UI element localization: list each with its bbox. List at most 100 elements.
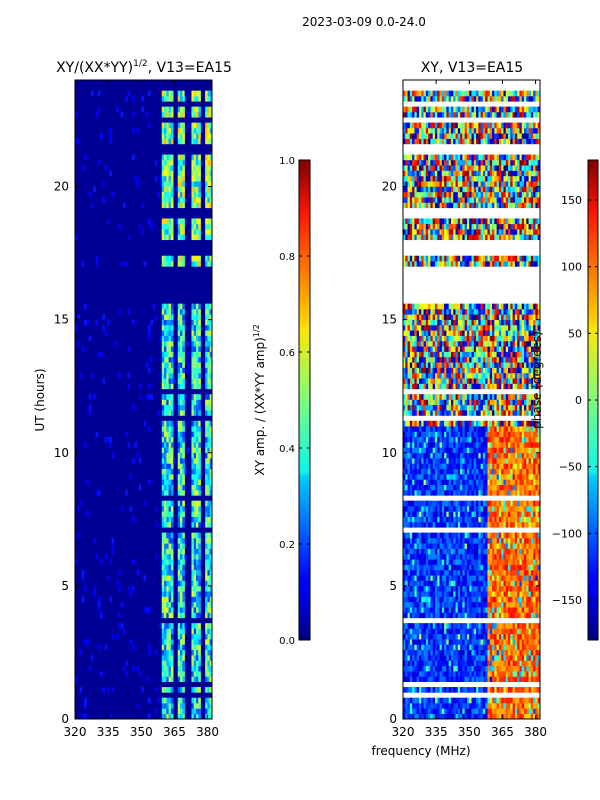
- amp-cell: [182, 511, 185, 517]
- phase-cell: [498, 404, 502, 411]
- phase-cell: [416, 639, 420, 645]
- phase-cell: [517, 511, 520, 517]
- phase-cell: [508, 474, 511, 480]
- phase-cell: [437, 660, 440, 667]
- phase-cell: [496, 521, 500, 528]
- phase-cell: [478, 628, 481, 635]
- phase-cell: [489, 553, 493, 560]
- amp-cell: [161, 468, 165, 475]
- phase-cell: [464, 559, 468, 565]
- amp-cell: [79, 649, 83, 656]
- amp-cell: [209, 255, 213, 262]
- phase-cell: [457, 399, 461, 406]
- phase-cell: [409, 511, 413, 517]
- phase-cell: [526, 426, 529, 432]
- phase-cell: [446, 548, 449, 555]
- phase-cell: [460, 612, 463, 619]
- phase-cell: [480, 713, 484, 720]
- phase-cell: [533, 623, 536, 629]
- amp-cell: [186, 111, 190, 118]
- phase-cell: [508, 655, 511, 661]
- phase-cell: [403, 548, 406, 555]
- phase-cell: [450, 506, 454, 512]
- amp-cell: [180, 122, 183, 129]
- amp-cell: [164, 612, 167, 619]
- phase-cell: [439, 580, 443, 587]
- phase-cell: [528, 468, 532, 475]
- amp-cell: [170, 644, 174, 651]
- amp-cell: [170, 612, 174, 619]
- phase-cell: [423, 553, 427, 560]
- amp-colorbar-ticks: 0.00.20.40.60.81.0: [279, 156, 310, 647]
- phase-cell: [439, 452, 443, 459]
- phase-cell: [476, 511, 479, 517]
- phase-cell: [503, 612, 507, 619]
- phase-cell: [405, 500, 408, 507]
- phase-cell: [469, 463, 472, 470]
- phase-cell: [421, 452, 424, 459]
- phase-cell: [528, 511, 532, 517]
- amp-cell: [205, 596, 208, 603]
- amp-cell: [164, 596, 167, 603]
- amp-cell: [198, 90, 201, 97]
- amp-cell: [207, 399, 211, 406]
- phase-cell: [414, 585, 417, 592]
- amp-cell: [102, 181, 105, 187]
- phase-cell: [476, 708, 479, 714]
- amp-cell: [164, 181, 167, 187]
- phase-cell: [526, 463, 529, 470]
- amp-cell: [196, 596, 199, 603]
- amp-cell: [196, 165, 199, 171]
- phase-cell: [430, 633, 433, 640]
- phase-cell: [469, 628, 472, 635]
- amp-cell: [166, 261, 169, 267]
- amp-cell: [198, 356, 201, 363]
- amp-cell: [177, 703, 181, 709]
- phase-cell: [405, 649, 408, 656]
- phase-cell: [505, 665, 509, 672]
- amp-cell: [161, 665, 165, 672]
- amp-cell: [106, 687, 110, 693]
- phase-cell: [537, 516, 541, 523]
- phase-cell: [530, 516, 534, 523]
- amp-cell: [164, 474, 167, 480]
- phase-cell: [457, 404, 461, 411]
- phase-cell: [524, 601, 527, 608]
- phase-cell: [446, 708, 449, 714]
- amp-cell: [191, 601, 195, 608]
- amp-cell: [209, 468, 213, 475]
- phase-cell: [450, 436, 454, 443]
- phase-cell: [428, 468, 431, 475]
- phase-cell: [514, 426, 518, 432]
- phase-cell: [492, 649, 495, 656]
- phase-cell: [482, 511, 486, 517]
- amp-cell: [177, 261, 181, 267]
- phase-cell: [510, 644, 513, 651]
- phase-cell: [482, 452, 486, 459]
- phase-cell: [414, 596, 417, 603]
- phase-cell: [416, 506, 420, 512]
- phase-cell: [469, 671, 472, 677]
- amp-cell: [161, 500, 165, 507]
- amp-cell: [164, 159, 167, 166]
- amp-cell: [191, 340, 195, 347]
- phase-cell: [434, 426, 438, 432]
- phase-cell: [455, 511, 459, 517]
- phase-cell: [418, 639, 422, 645]
- phase-cell: [473, 564, 477, 571]
- phase-cell: [425, 580, 429, 587]
- phase-cell: [409, 612, 413, 619]
- amp-cell: [170, 543, 174, 549]
- phase-cell: [494, 452, 497, 459]
- phase-cell: [405, 532, 408, 539]
- amp-cell: [168, 474, 172, 480]
- amp-cb-tick-label: 0.4: [279, 444, 295, 455]
- phase-cell: [460, 511, 463, 517]
- amp-cell: [198, 229, 201, 235]
- phase-cell: [405, 436, 408, 443]
- phase-cell: [524, 479, 527, 485]
- phase-cell: [450, 676, 454, 683]
- phase-cell: [446, 687, 449, 693]
- phase-cell: [444, 623, 447, 629]
- phase-cell: [453, 447, 456, 454]
